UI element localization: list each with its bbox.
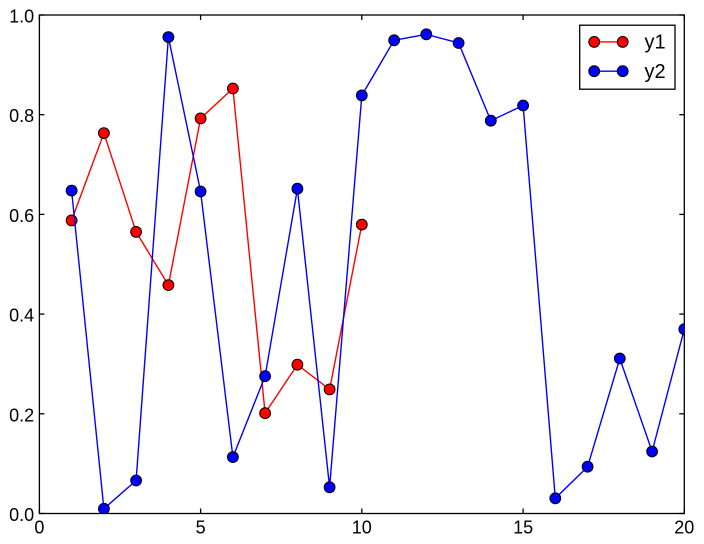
svg-text:5: 5 <box>196 518 206 538</box>
svg-text:y2: y2 <box>645 61 666 83</box>
svg-text:0: 0 <box>34 518 44 538</box>
svg-text:10: 10 <box>352 518 372 538</box>
svg-text:1.0: 1.0 <box>9 7 34 27</box>
svg-text:0.2: 0.2 <box>9 405 34 425</box>
svg-text:0.6: 0.6 <box>9 206 34 226</box>
svg-text:0.4: 0.4 <box>9 306 34 326</box>
svg-text:20: 20 <box>674 518 694 538</box>
svg-text:y1: y1 <box>645 32 666 54</box>
svg-text:0.8: 0.8 <box>9 106 34 126</box>
svg-text:0.0: 0.0 <box>9 505 34 525</box>
svg-text:15: 15 <box>513 518 533 538</box>
